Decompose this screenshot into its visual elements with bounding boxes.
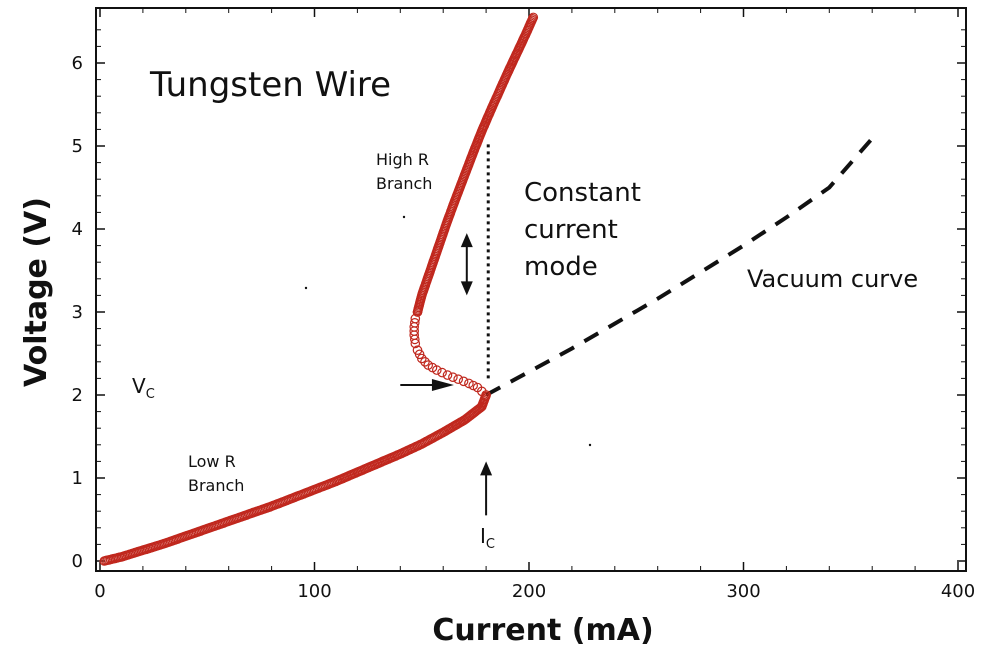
data-point — [528, 12, 539, 23]
x-tick-label: 300 — [726, 581, 760, 602]
y-tick-label: 2 — [72, 385, 83, 406]
chart-title: Tungsten Wire — [149, 65, 391, 105]
guide-lines — [400, 141, 493, 516]
y-tick-label: 3 — [72, 302, 83, 323]
y-tick-label: 1 — [72, 468, 83, 489]
data-point — [458, 376, 469, 387]
vc-arrow-head — [431, 379, 454, 392]
y-tick-label: 5 — [72, 136, 83, 157]
ticks — [96, 8, 966, 571]
double-arrow-head-up — [460, 233, 473, 248]
x-tick-label: 400 — [941, 581, 975, 602]
ic-label: IC — [480, 524, 495, 552]
x-tick-labels: 0 100 200 300 400 — [94, 581, 975, 602]
vacuum-curve-label: Vacuum curve — [747, 265, 918, 293]
double-arrow-head-down — [460, 281, 473, 296]
y-tick-label: 6 — [72, 53, 83, 74]
y-tick-label: 4 — [72, 219, 83, 240]
stray-dot — [588, 443, 592, 447]
x-tick-label: 0 — [94, 581, 105, 602]
x-axis-label: Current (mA) — [432, 613, 653, 648]
vacuum-curve-line — [485, 132, 879, 397]
constant-current-label: Constant current mode — [524, 178, 649, 282]
data-point — [442, 370, 453, 380]
ic-arrow-head — [480, 461, 493, 476]
y-tick-label: 0 — [72, 551, 83, 572]
data-point — [409, 317, 420, 328]
x-tick-label: 200 — [512, 581, 546, 602]
data-point — [423, 360, 433, 370]
data-point — [472, 382, 483, 393]
data-point — [448, 372, 458, 382]
vc-label: VC — [132, 374, 155, 402]
high-r-label: High R Branch — [376, 150, 434, 193]
data-point — [420, 356, 430, 367]
data-point — [412, 345, 423, 355]
low-r-label: Low R Branch — [188, 452, 244, 495]
data-point — [464, 378, 474, 389]
data-point — [453, 374, 463, 384]
stray-dot — [402, 215, 406, 219]
plot-frame — [95, 7, 967, 572]
y-axis-label: Voltage (V) — [19, 197, 54, 387]
stray-dot — [304, 286, 308, 290]
x-tick-label: 100 — [297, 581, 331, 602]
data-markers — [99, 12, 539, 566]
data-point — [437, 367, 447, 378]
vacuum-curve-series — [485, 132, 879, 397]
y-tick-labels: 0 1 2 3 4 5 6 — [72, 53, 83, 572]
